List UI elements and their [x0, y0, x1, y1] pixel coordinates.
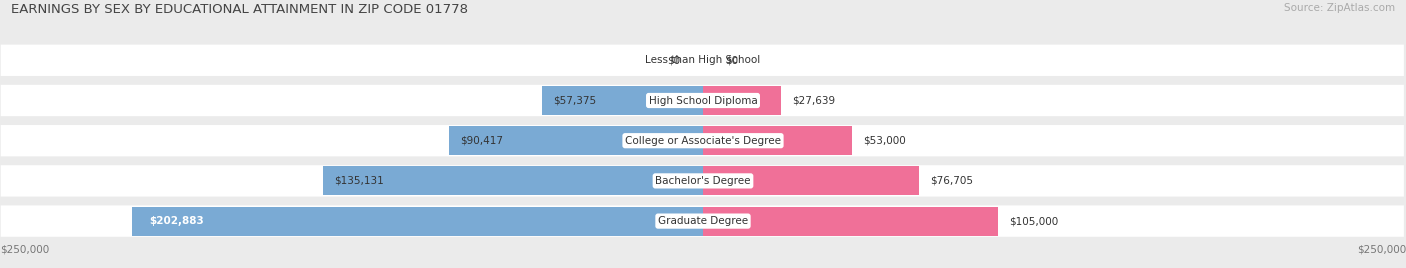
- Text: High School Diploma: High School Diploma: [648, 95, 758, 106]
- Text: $90,417: $90,417: [460, 136, 503, 146]
- Text: $57,375: $57,375: [553, 95, 596, 106]
- Text: $250,000: $250,000: [0, 244, 49, 254]
- Text: Bachelor's Degree: Bachelor's Degree: [655, 176, 751, 186]
- Text: $135,131: $135,131: [335, 176, 384, 186]
- Bar: [703, 207, 998, 236]
- FancyBboxPatch shape: [1, 44, 1403, 76]
- Bar: [541, 86, 703, 115]
- FancyBboxPatch shape: [1, 85, 1403, 116]
- Text: $0: $0: [668, 55, 681, 65]
- Text: $250,000: $250,000: [1357, 244, 1406, 254]
- FancyBboxPatch shape: [1, 125, 1403, 157]
- Bar: [703, 126, 852, 155]
- Text: Source: ZipAtlas.com: Source: ZipAtlas.com: [1284, 3, 1395, 13]
- Text: Less than High School: Less than High School: [645, 55, 761, 65]
- Bar: [132, 207, 703, 236]
- Text: $0: $0: [725, 55, 738, 65]
- Text: $105,000: $105,000: [1010, 216, 1059, 226]
- Bar: [703, 86, 780, 115]
- Text: $202,883: $202,883: [149, 216, 204, 226]
- Bar: [703, 166, 918, 195]
- Bar: [323, 166, 703, 195]
- Text: College or Associate's Degree: College or Associate's Degree: [626, 136, 780, 146]
- Bar: [449, 126, 703, 155]
- Text: EARNINGS BY SEX BY EDUCATIONAL ATTAINMENT IN ZIP CODE 01778: EARNINGS BY SEX BY EDUCATIONAL ATTAINMEN…: [11, 3, 468, 16]
- FancyBboxPatch shape: [1, 205, 1403, 237]
- Text: $53,000: $53,000: [863, 136, 905, 146]
- Text: $76,705: $76,705: [929, 176, 973, 186]
- Text: Graduate Degree: Graduate Degree: [658, 216, 748, 226]
- Text: $27,639: $27,639: [792, 95, 835, 106]
- FancyBboxPatch shape: [1, 165, 1403, 197]
